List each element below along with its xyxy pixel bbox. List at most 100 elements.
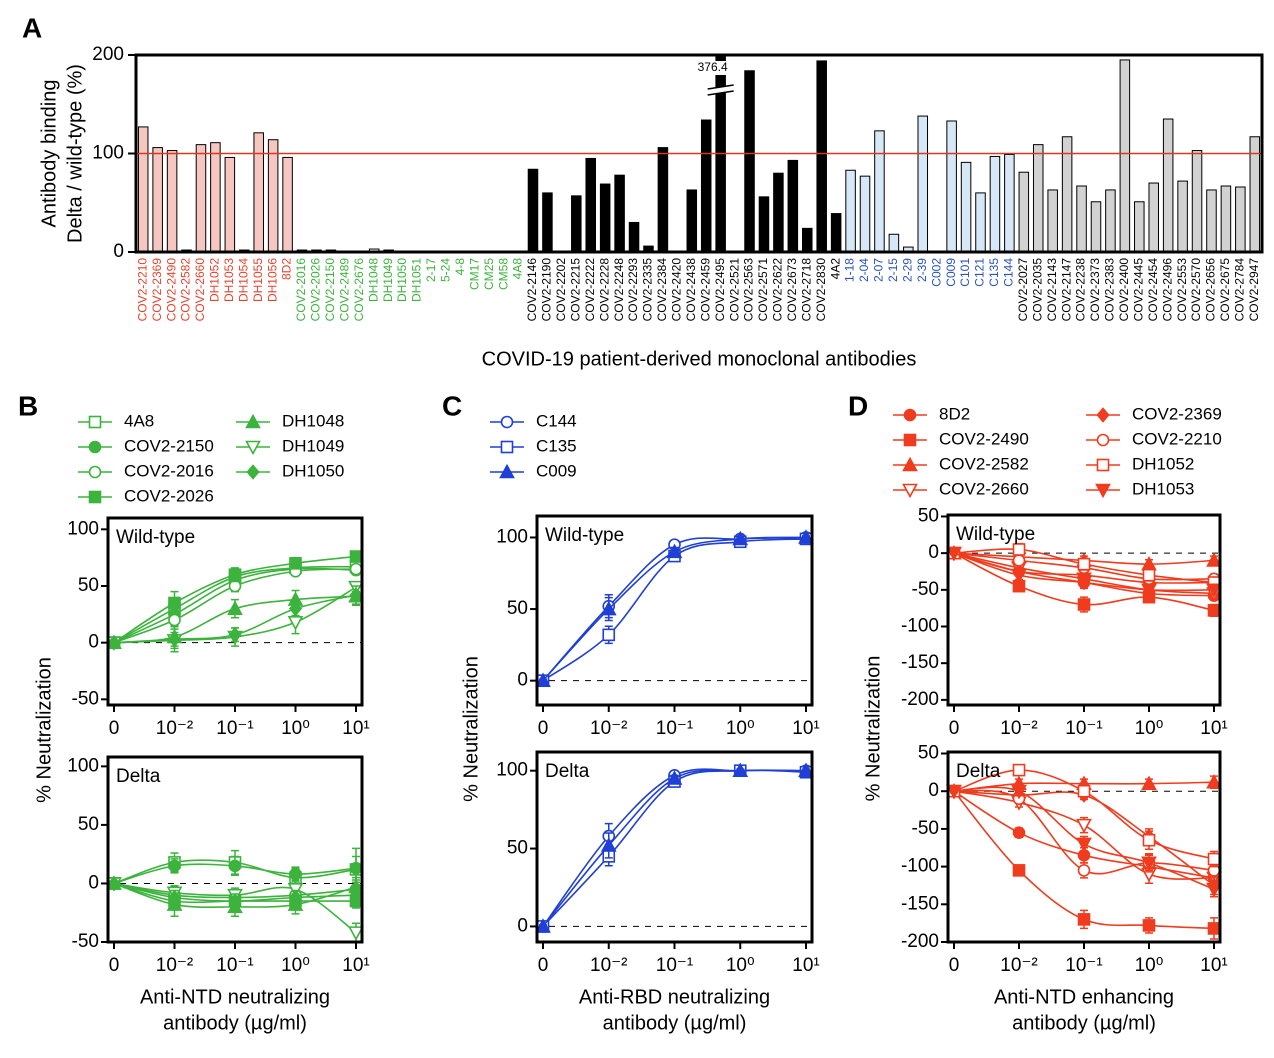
- axis-break: [707, 85, 734, 95]
- bar: [1249, 136, 1261, 252]
- x-tick-label: 10¹: [792, 955, 819, 976]
- subplot-title: Delta: [956, 761, 1001, 782]
- bar: [845, 169, 856, 252]
- x-tick-label: 0: [949, 718, 960, 739]
- data-point: [1141, 856, 1157, 872]
- bar: [253, 132, 264, 252]
- data-point: [1206, 552, 1222, 567]
- legend-label: COV2-2016: [124, 461, 214, 480]
- y-tick-label: 0: [517, 915, 528, 936]
- bar: [859, 175, 871, 252]
- category-label: COV2-2489: [337, 258, 351, 322]
- y-tick-label: -50: [72, 931, 99, 952]
- data-point: [348, 926, 364, 941]
- y-tick-label: -50: [912, 818, 939, 839]
- legend-marker: [902, 483, 918, 499]
- bar: [282, 156, 293, 252]
- legend-marker: [88, 465, 102, 479]
- data-point: [349, 887, 363, 903]
- data-point: [168, 613, 181, 627]
- category-label: COV2-2016: [294, 258, 308, 322]
- category-label: DH1054: [236, 258, 250, 302]
- legend-label: COV2-2210: [1132, 429, 1222, 448]
- category-label: COV2-2383: [1103, 258, 1117, 322]
- y-axis-label: Delta / wild-type (%): [64, 64, 86, 243]
- data-point: [1207, 852, 1221, 866]
- data-point: [946, 546, 962, 562]
- legend-label: COV2-2490: [939, 429, 1029, 448]
- x-tick-label: 10⁻²: [1000, 718, 1038, 739]
- subplot-title: Wild-type: [545, 525, 624, 546]
- category-label: COV2-2027: [1016, 258, 1030, 322]
- bar: [686, 189, 698, 252]
- x-tick-label: 10¹: [342, 955, 369, 976]
- data-point: [1142, 833, 1156, 847]
- category-label: COV2-2454: [1146, 258, 1160, 322]
- subplot-title: Delta: [116, 766, 161, 787]
- data-point: [535, 918, 551, 933]
- bar: [210, 142, 221, 252]
- legend-marker: [500, 415, 514, 429]
- data-point: [349, 861, 363, 875]
- category-label: COV2-2238: [1074, 258, 1088, 322]
- plot-frame: [946, 513, 1222, 707]
- category-label: CM58: [496, 258, 510, 290]
- x-tick-label: 10¹: [792, 718, 819, 739]
- legend-label: COV2-2150: [124, 436, 214, 455]
- data-point: [228, 859, 242, 873]
- x-tick-label: 10⁰: [1135, 718, 1164, 739]
- legend-marker: [245, 413, 261, 429]
- data-point: [798, 529, 814, 544]
- data-point: [535, 672, 551, 687]
- category-label: COV2-2660: [193, 258, 207, 322]
- x-tick-label: 0: [538, 718, 549, 739]
- legend-marker: [1095, 483, 1111, 499]
- category-label: CM25: [482, 258, 496, 290]
- x-tick-label: 10⁰: [1135, 955, 1164, 976]
- category-label: COV2-2228: [597, 258, 611, 322]
- category-label: COV2-2222: [583, 258, 597, 322]
- data-point: [1142, 568, 1156, 582]
- x-tick-label: 0: [538, 955, 549, 976]
- category-label: COV2-2146: [525, 258, 539, 322]
- bar: [1134, 201, 1145, 252]
- bar: [744, 70, 755, 252]
- bar: [1235, 186, 1246, 252]
- category-label: DH1049: [381, 258, 395, 302]
- y-tick-label: 100: [92, 143, 124, 164]
- x-tick-label: 10⁻¹: [216, 955, 254, 976]
- data-point: [732, 762, 749, 777]
- data-point: [1077, 557, 1091, 571]
- legend-marker: [903, 408, 917, 422]
- data-point: [107, 634, 121, 651]
- x-tick-label: 10¹: [342, 718, 369, 739]
- x-tick-label: 10⁻¹: [1065, 955, 1103, 976]
- plot-frame: [535, 514, 814, 707]
- category-label: 5-24: [439, 258, 453, 282]
- plot-frame: [106, 755, 364, 944]
- category-label: COV2-2202: [554, 258, 568, 322]
- x-tick-label: 10⁰: [726, 718, 755, 739]
- category-label: DH1051: [410, 258, 424, 302]
- legend-marker: [88, 440, 102, 454]
- data-point: [1076, 818, 1092, 834]
- data-point: [1206, 773, 1222, 789]
- category-label: COV2-2215: [568, 258, 582, 322]
- x-tick-label: 10⁻²: [156, 955, 194, 976]
- data-point: [1207, 604, 1221, 617]
- category-label: COV2-2784: [1233, 258, 1247, 322]
- y-tick-label: 50: [918, 505, 939, 526]
- bar: [1090, 201, 1102, 252]
- y-tick-label: 50: [507, 838, 528, 859]
- category-label: DH1055: [251, 258, 265, 302]
- category-label: COV2-2563: [742, 258, 756, 322]
- bar: [1162, 118, 1174, 252]
- category-label: COV2-2495: [713, 258, 727, 322]
- y-axis-label: % Neutralization: [862, 656, 884, 802]
- legend-label: COV2-2369: [1132, 404, 1222, 423]
- bar: [773, 172, 784, 252]
- bar: [960, 161, 972, 252]
- category-label: C135: [987, 258, 1001, 287]
- category-label: COV2-2622: [771, 258, 785, 322]
- data-point: [798, 762, 814, 777]
